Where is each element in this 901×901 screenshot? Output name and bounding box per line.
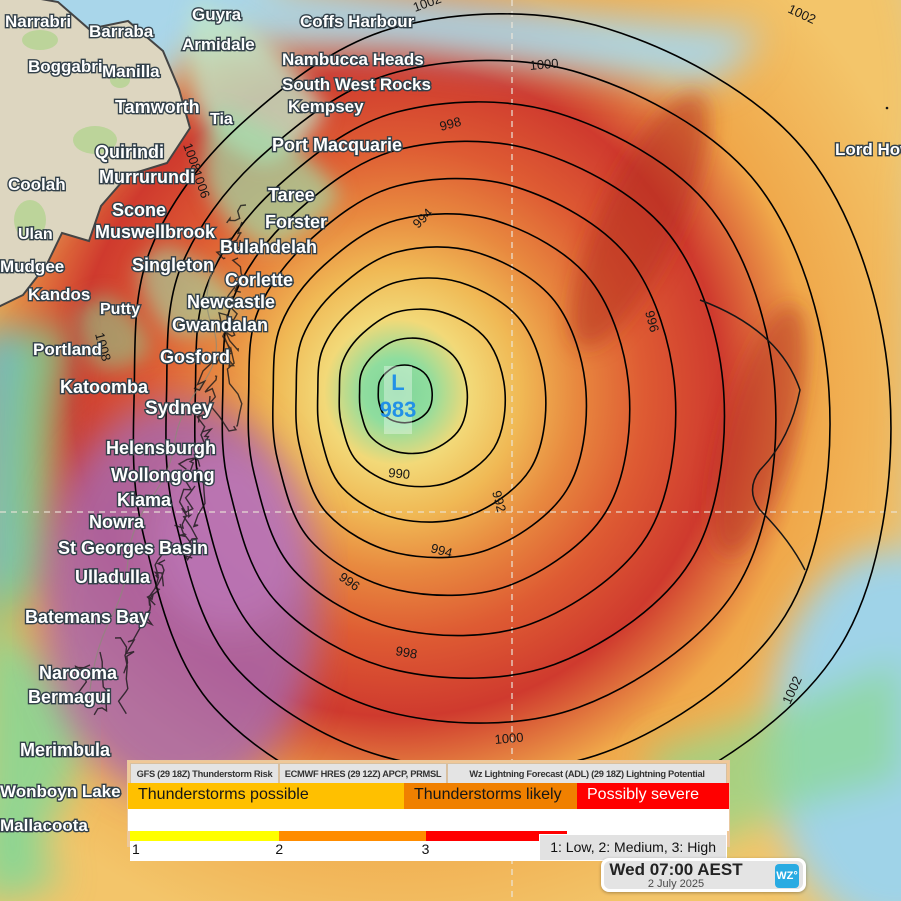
svg-text:990: 990 — [388, 465, 411, 482]
svg-text:Tamworth: Tamworth — [115, 97, 200, 117]
svg-text:Mallacoota: Mallacoota — [0, 816, 88, 835]
svg-text:Coffs Harbour: Coffs Harbour — [300, 12, 415, 31]
svg-text:Armidale: Armidale — [182, 35, 255, 54]
svg-text:L: L — [391, 370, 404, 395]
svg-text:1000: 1000 — [494, 730, 524, 747]
svg-text:Manilla: Manilla — [102, 62, 160, 81]
svg-text:Taree: Taree — [268, 185, 315, 205]
svg-text:Narrabri: Narrabri — [5, 12, 71, 31]
svg-text:Wollongong: Wollongong — [111, 465, 215, 485]
svg-text:Forster: Forster — [265, 212, 327, 232]
svg-text:Kempsey: Kempsey — [288, 97, 364, 116]
svg-text:Bermagui: Bermagui — [28, 687, 111, 707]
svg-text:Sydney: Sydney — [145, 398, 213, 419]
svg-text:Scone: Scone — [112, 200, 166, 220]
svg-text:Singleton: Singleton — [132, 255, 214, 275]
svg-text:Newcastle: Newcastle — [187, 292, 275, 312]
svg-text:Merimbula: Merimbula — [20, 740, 111, 760]
svg-text:Tia: Tia — [210, 111, 233, 128]
svg-text:1000: 1000 — [529, 56, 559, 73]
svg-text:St Georges Basin: St Georges Basin — [58, 538, 208, 558]
svg-text:Muswellbrook: Muswellbrook — [95, 222, 216, 242]
svg-text:Nambucca Heads: Nambucca Heads — [282, 50, 424, 69]
svg-text:Gosford: Gosford — [160, 347, 230, 367]
svg-text:Wonboyn Lake: Wonboyn Lake — [0, 782, 121, 801]
svg-text:Helensburgh: Helensburgh — [106, 438, 216, 458]
svg-text:South West Rocks: South West Rocks — [282, 75, 431, 94]
svg-text:Lord Howe Is: Lord Howe Is — [835, 140, 901, 159]
svg-text:Bulahdelah: Bulahdelah — [220, 237, 317, 257]
svg-text:Katoomba: Katoomba — [60, 377, 149, 397]
svg-text:Mudgee: Mudgee — [0, 257, 64, 276]
svg-text:Port Macquarie: Port Macquarie — [272, 135, 402, 155]
svg-text:Gwandalan: Gwandalan — [172, 315, 268, 335]
svg-text:Batemans Bay: Batemans Bay — [25, 607, 149, 627]
svg-text:Guyra: Guyra — [192, 5, 242, 24]
svg-text:Kandos: Kandos — [28, 285, 90, 304]
svg-text:Narooma: Narooma — [39, 663, 118, 683]
svg-text:Ulan: Ulan — [18, 226, 53, 243]
svg-text:Portland: Portland — [33, 340, 102, 359]
svg-text:Boggabri: Boggabri — [28, 57, 103, 76]
svg-text:Nowra: Nowra — [89, 512, 145, 532]
svg-text:Barraba: Barraba — [89, 22, 154, 41]
svg-text:983: 983 — [380, 397, 417, 422]
svg-text:Corlette: Corlette — [225, 270, 293, 290]
svg-text:Ulladulla: Ulladulla — [75, 567, 151, 587]
svg-text:Kiama: Kiama — [117, 490, 172, 510]
svg-text:Coolah: Coolah — [8, 175, 66, 194]
svg-text:Putty: Putty — [100, 301, 140, 318]
svg-text:Quirindi: Quirindi — [95, 142, 164, 162]
svg-text:Murrurundi: Murrurundi — [99, 167, 195, 187]
